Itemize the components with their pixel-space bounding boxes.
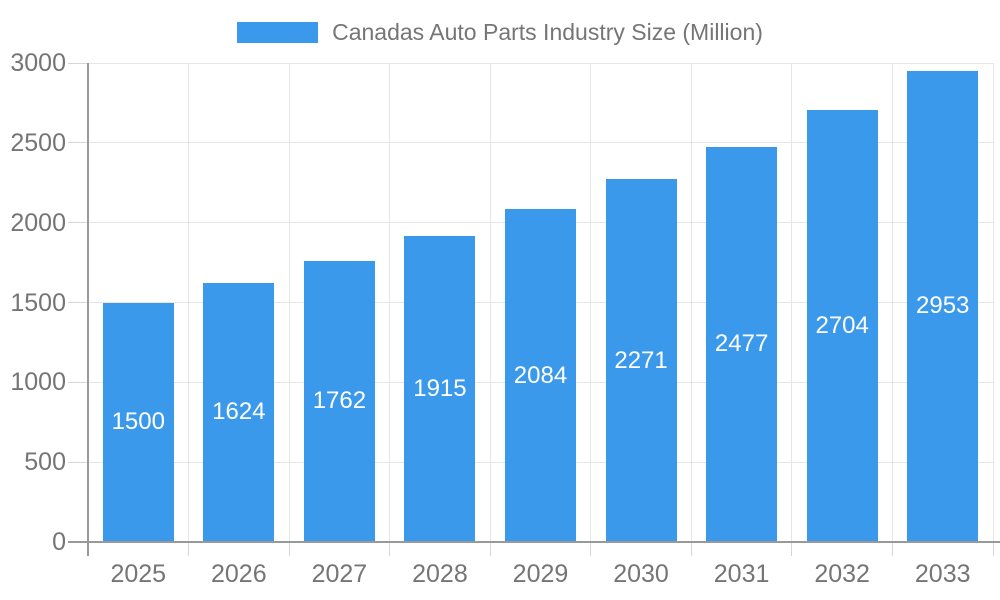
x-axis-label: 2033 <box>914 560 971 588</box>
bar-value-label: 1915 <box>413 375 467 403</box>
legend-swatch <box>237 21 319 43</box>
y-axis-tick <box>68 302 88 303</box>
y-axis-label: 2000 <box>10 208 66 237</box>
y-axis-label: 500 <box>24 448 66 477</box>
x-axis-label: 2026 <box>211 560 267 588</box>
bar-2033[interactable]: 2953 <box>907 70 979 542</box>
x-axis-label: 2027 <box>311 560 368 588</box>
gridline-vertical <box>590 63 592 542</box>
bar-value-label: 2953 <box>916 292 970 320</box>
bar-2029[interactable]: 2084 <box>505 209 576 542</box>
bar-2028[interactable]: 1915 <box>404 236 476 542</box>
x-axis-tick <box>791 542 793 556</box>
x-axis-label: 2028 <box>412 560 468 588</box>
gridline-horizontal <box>88 142 993 144</box>
x-axis-tick <box>690 542 692 556</box>
bar-value-label: 2477 <box>714 330 769 358</box>
gridline-vertical <box>188 63 190 542</box>
x-axis-tick <box>389 542 391 556</box>
y-axis-line <box>86 63 89 556</box>
y-axis-label: 2500 <box>10 128 66 157</box>
x-axis-tick <box>288 542 290 556</box>
y-axis-tick <box>68 142 88 144</box>
gridline-vertical <box>288 63 290 542</box>
bar-2030[interactable]: 2271 <box>605 179 677 542</box>
y-axis-tick <box>68 222 88 224</box>
bar-2032[interactable]: 2704 <box>806 110 878 542</box>
bar-2027[interactable]: 1762 <box>303 260 375 542</box>
bar-value-label: 2271 <box>614 346 668 374</box>
gridline-vertical <box>992 63 994 542</box>
x-axis-tick <box>891 542 893 556</box>
x-axis-tick <box>992 542 994 556</box>
bar-value-label: 2084 <box>513 361 568 389</box>
x-axis-label: 2030 <box>613 560 669 588</box>
legend[interactable]: Canadas Auto Parts Industry Size (Millio… <box>0 19 1000 45</box>
y-axis-tick <box>68 381 88 383</box>
bar-value-label: 1762 <box>312 387 367 415</box>
x-axis-label: 2031 <box>713 560 770 588</box>
x-axis-label: 2032 <box>814 560 870 588</box>
gridline-vertical <box>690 63 692 542</box>
gridline-vertical <box>891 63 893 542</box>
bar-2026[interactable]: 1624 <box>203 282 275 542</box>
gridline-vertical <box>791 63 793 542</box>
x-axis-tick <box>590 542 592 556</box>
y-axis-tick <box>68 461 88 463</box>
gridline-vertical <box>489 63 491 542</box>
legend-label: Canadas Auto Parts Industry Size (Millio… <box>332 19 763 45</box>
x-axis-label: 2029 <box>512 560 569 588</box>
y-axis-label: 3000 <box>10 49 66 77</box>
gridline-horizontal <box>88 62 993 64</box>
x-axis-tick <box>489 542 491 556</box>
bar-value-label: 1624 <box>212 398 266 426</box>
bar-2025[interactable]: 1500 <box>102 302 174 542</box>
x-axis-label: 2025 <box>110 560 167 588</box>
x-axis-line <box>68 541 1000 543</box>
y-axis-tick <box>68 62 88 64</box>
bar-value-label: 2704 <box>815 312 869 340</box>
gridline-vertical <box>389 63 391 542</box>
y-axis-label: 0 <box>52 528 66 556</box>
bar-value-label: 1500 <box>111 408 165 436</box>
y-axis-label: 1000 <box>10 368 66 397</box>
x-axis-tick <box>188 542 190 556</box>
y-axis-label: 1500 <box>10 288 66 317</box>
bar-2031[interactable]: 2477 <box>706 146 778 542</box>
